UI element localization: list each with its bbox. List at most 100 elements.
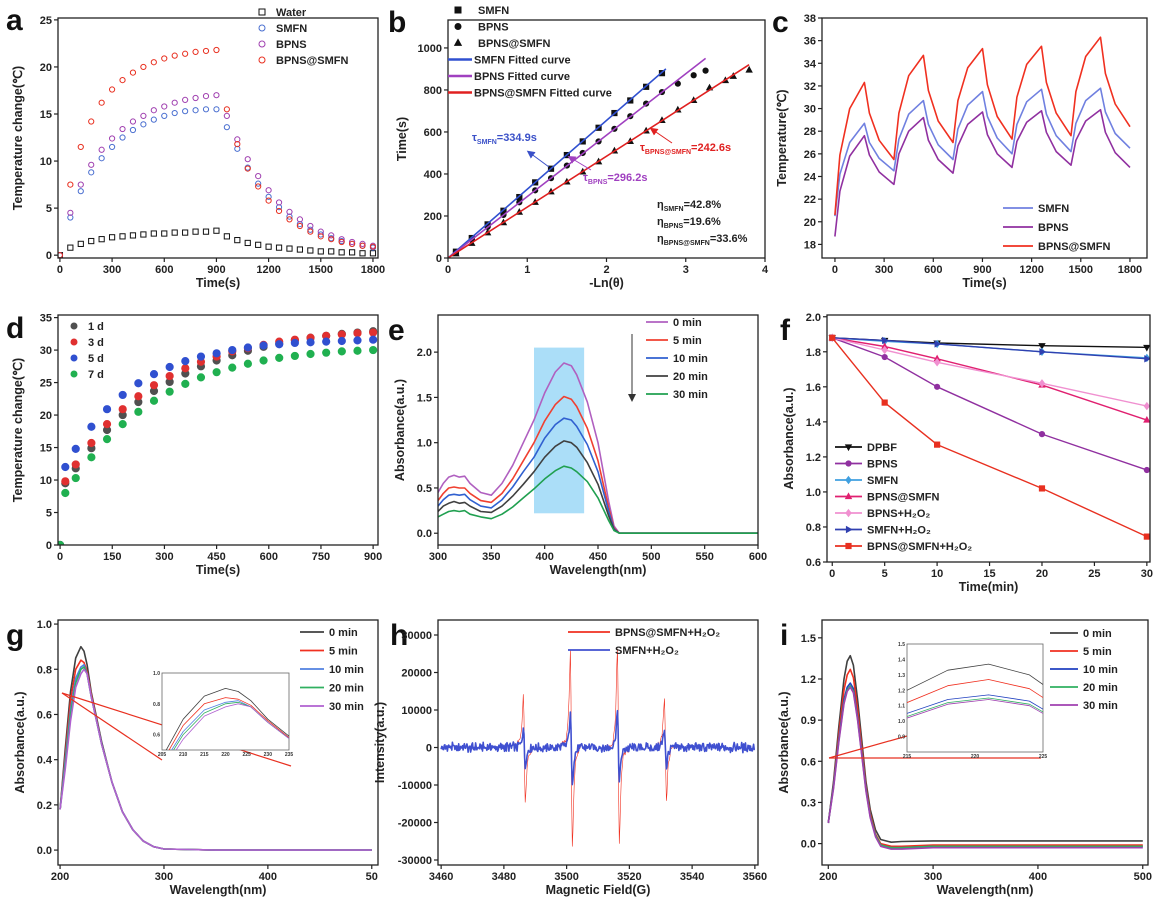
panel-letter: f — [780, 314, 791, 347]
x-tick-label: 2 — [603, 264, 609, 276]
legend-item: SMFN — [258, 23, 307, 35]
y-tick-label: 10 — [40, 475, 52, 487]
legend-marker — [844, 444, 853, 452]
series-line — [168, 697, 289, 750]
legend-item: 20 min — [1050, 682, 1118, 694]
data-point — [212, 368, 221, 377]
series-20 min — [438, 440, 758, 535]
x-tick-label: 10 — [931, 568, 943, 580]
panel-letter: b — [388, 6, 406, 39]
panel-letter: g — [6, 619, 24, 652]
y-tick-label: 0 — [426, 743, 432, 755]
series-5 min — [168, 697, 289, 750]
data-point — [286, 208, 293, 215]
series-7 d — [58, 345, 378, 545]
x-tick-label: 600 — [260, 551, 278, 563]
data-point — [674, 80, 681, 87]
data-point — [702, 67, 709, 74]
legend-label: 3 d — [88, 337, 104, 349]
data-point — [829, 334, 836, 341]
data-point — [338, 236, 345, 243]
data-point — [337, 347, 346, 356]
legend-label: BPNS@SMFN Fitted curve — [474, 88, 612, 100]
legend-label: BPNS@SMFN — [478, 38, 551, 50]
x-tick-label: 450 — [589, 551, 607, 563]
legend-item: 30 min — [646, 389, 708, 401]
y-tick-label: 0.9 — [801, 715, 816, 727]
y-tick-label: 20 — [40, 62, 52, 74]
panel-g: g 200 300 400 50 0.0 0.2 0.4 0.6 0.8 1.0 Wavelength… — [6, 619, 379, 897]
legend-item: 5 d — [70, 353, 104, 365]
data-point — [149, 396, 159, 405]
data-point — [255, 183, 262, 190]
data-point — [149, 370, 159, 379]
x-tick-label: 500 — [1134, 871, 1152, 883]
data-point — [213, 46, 220, 54]
y-tick-label: 1.2 — [801, 674, 816, 686]
data-point — [296, 246, 304, 253]
legend-marker — [70, 354, 78, 362]
legend-label: 0 min — [1083, 628, 1112, 640]
data-point — [290, 351, 299, 361]
time-constant-annotation: τSMFN=334.9s — [472, 132, 537, 146]
y-tick-label: 400 — [424, 169, 442, 181]
y-tick-label: 0.6 — [37, 709, 52, 721]
data-point — [108, 135, 116, 142]
legend-label: BPNS — [478, 22, 509, 34]
legend-label: BPNS@SMFN+H₂O₂ — [867, 541, 972, 553]
y-tick-label: 26 — [804, 149, 816, 161]
legend: DPBF BPNS SMFN BPNS@SMFN BPNS+H₂O₂ SMFN+H₂O₂ B… — [835, 442, 972, 553]
legend: BPNS@SMFN+H₂O₂ SMFN+H₂O₂ — [568, 627, 720, 657]
data-point — [88, 161, 95, 168]
legend-item: DPBF — [835, 442, 897, 454]
data-point — [202, 106, 210, 113]
data-point — [234, 237, 241, 244]
legend-item: BPNS+H₂O₂ — [835, 508, 930, 520]
data-point — [119, 134, 126, 141]
series-line — [175, 703, 289, 750]
data-point — [61, 462, 70, 472]
legend-item: BPNS@SMFN+H₂O₂ — [568, 627, 720, 639]
legend-marker — [845, 475, 852, 485]
data-point — [259, 341, 268, 350]
data-point — [348, 238, 356, 246]
y-tick-label: 0.0 — [417, 528, 432, 540]
x-axis-label: Time(s) — [196, 276, 240, 290]
legend-item: 0 min — [300, 627, 358, 639]
plot-frame — [437, 619, 759, 866]
legend-item: BPNS@SMFN — [835, 492, 940, 504]
legend-item: SMFN+H₂O₂ — [835, 525, 931, 537]
y-tick-label: 1.6 — [806, 382, 821, 394]
data-point — [67, 209, 74, 216]
symbol: η — [657, 233, 664, 245]
x-axis-label: Time(min) — [959, 580, 1019, 594]
data-point — [328, 236, 335, 243]
data-point — [202, 93, 210, 100]
inset-y-tick-label: 0.9 — [898, 735, 905, 741]
data-point — [244, 165, 251, 172]
x-tick-label: 300 — [155, 551, 173, 563]
legend-label: 20 min — [1083, 682, 1118, 694]
inset-x-tick-label: 225 — [1039, 754, 1048, 760]
series-line — [907, 697, 1043, 717]
series-30 min — [59, 668, 372, 851]
legend-marker — [258, 56, 266, 64]
legend-marker — [70, 322, 78, 330]
data-point — [181, 379, 190, 388]
series-SMFN Fitted curve — [448, 68, 667, 258]
y-tick-label: 2.0 — [417, 347, 432, 359]
data-point — [275, 199, 283, 206]
data-point — [369, 335, 378, 344]
x-tick-label: 1800 — [1118, 264, 1142, 276]
y-tick-label: 15 — [40, 443, 52, 455]
data-point — [118, 390, 127, 400]
data-point — [1038, 485, 1046, 492]
data-point — [328, 232, 335, 239]
y-axis-label: Temperature(℃) — [775, 89, 789, 186]
series-line — [834, 36, 1131, 216]
legend-marker — [845, 525, 853, 534]
legend-label: SMFN — [478, 5, 509, 17]
inset-frame — [906, 643, 1044, 753]
data-point — [307, 226, 314, 233]
x-tick-label: 5 — [882, 568, 888, 580]
